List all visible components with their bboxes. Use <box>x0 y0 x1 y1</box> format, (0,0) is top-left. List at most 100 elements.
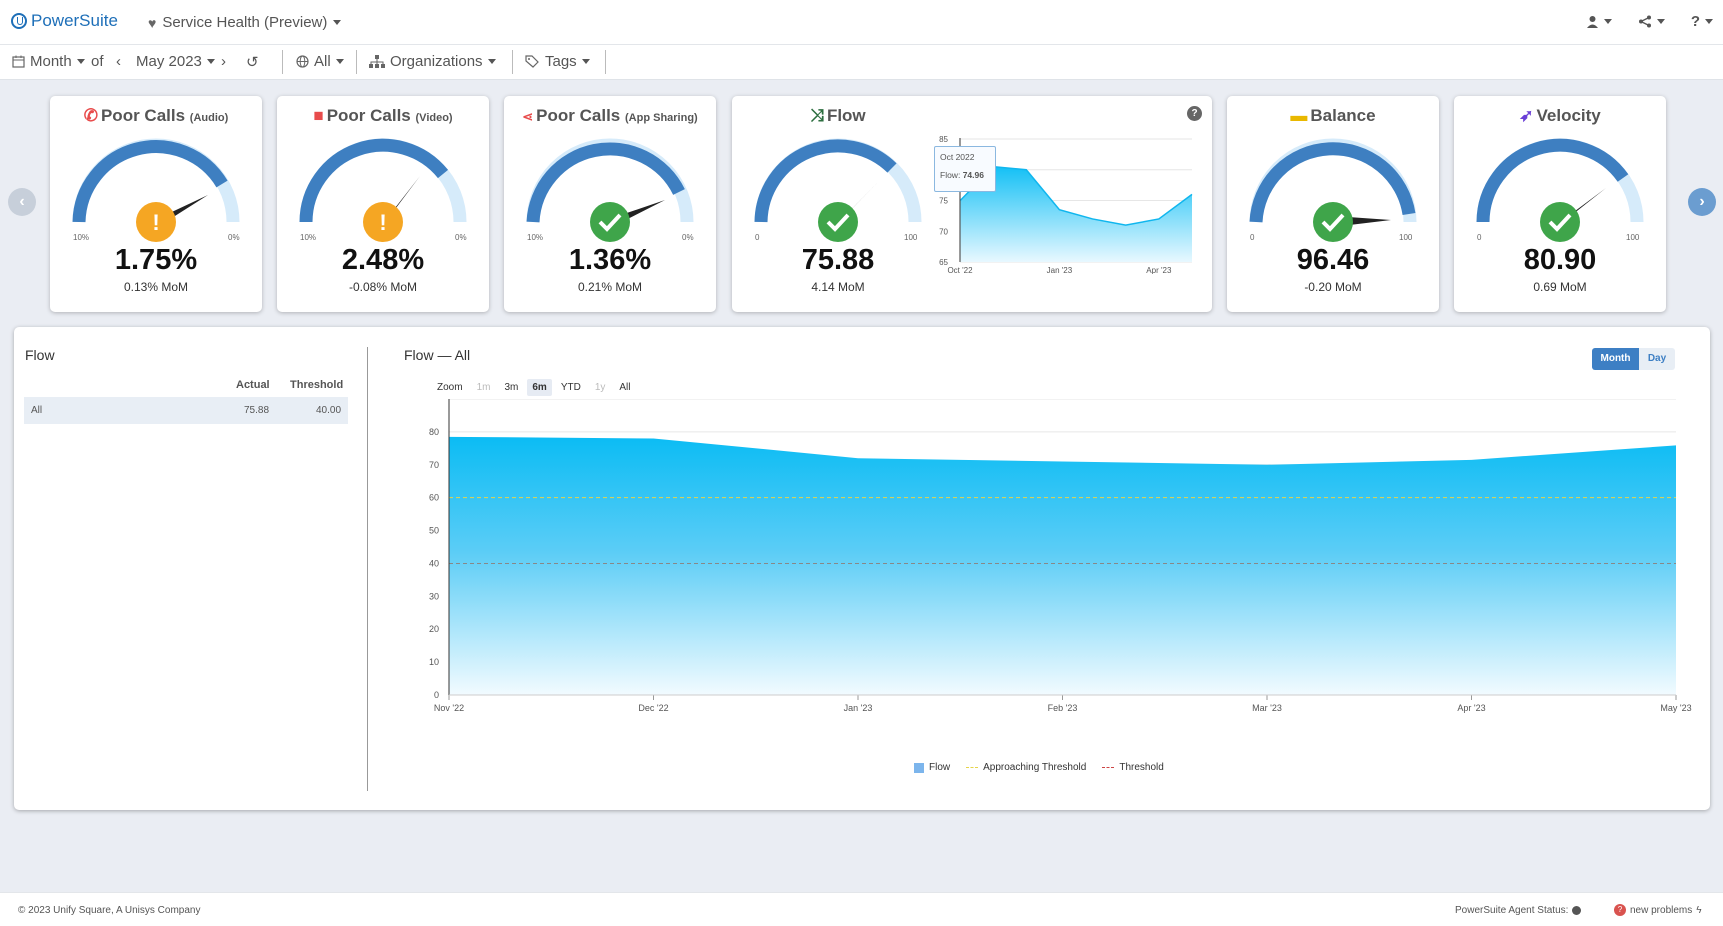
organizations-label: Organizations <box>390 53 483 70</box>
warning-icon <box>363 202 403 242</box>
tag-icon <box>525 55 539 68</box>
share-menu[interactable] <box>1638 13 1665 30</box>
globe-icon <box>296 55 309 68</box>
prev-period-button[interactable]: ‹ <box>116 53 121 70</box>
tags-select[interactable]: Tags <box>525 53 590 70</box>
gauge-min-label: 0 <box>755 233 760 242</box>
organizations-select[interactable]: Organizations <box>369 53 496 70</box>
legend-item-flow[interactable]: Flow <box>914 762 950 773</box>
legend-swatch <box>966 767 979 768</box>
balance-icon: ▬ <box>1290 106 1308 125</box>
y-tick-label: 60 <box>429 493 439 503</box>
x-tick-label: Jan '23 <box>1047 266 1073 274</box>
gauge-chart: ! <box>72 138 240 242</box>
y-tick-label: 80 <box>429 427 439 437</box>
y-tick-label: 50 <box>429 526 439 536</box>
toggle-month[interactable]: Month <box>1592 348 1639 370</box>
y-tick-label: 40 <box>429 558 439 568</box>
calendar-icon <box>12 55 25 68</box>
period-select[interactable]: Month <box>12 53 85 70</box>
next-period-button[interactable]: › <box>221 53 226 70</box>
x-tick-label: Nov '22 <box>434 703 464 713</box>
divider <box>367 347 368 791</box>
y-tick-label: 65 <box>939 258 948 267</box>
zoom-1m-button[interactable]: 1m <box>476 382 491 393</box>
carousel-next-button[interactable]: › <box>1688 188 1716 216</box>
gauge-min-label: 10% <box>73 233 90 242</box>
zoom-ytd-button[interactable]: YTD <box>560 382 581 393</box>
tags-label: Tags <box>545 53 577 70</box>
kpi-card-poor-calls-video[interactable]: ■ Poor Calls (Video) ! 10% 0% 2.48% -0.08… <box>277 96 489 312</box>
check-circle-icon <box>590 202 630 242</box>
zoom-3m-button[interactable]: 3m <box>504 382 519 393</box>
sitemap-icon <box>369 55 385 68</box>
kpi-card-flow[interactable]: ⤨Flow 0 100 75.88 4.14 MoM ? 8580757065 … <box>732 96 1212 312</box>
help-icon[interactable]: ? <box>1187 106 1202 121</box>
chevron-right-icon: › <box>221 53 226 70</box>
legend-item-threshold[interactable]: Threshold <box>1102 762 1164 773</box>
zoom-1y-button[interactable]: 1y <box>594 382 606 393</box>
flow-line <box>959 165 1193 226</box>
period-label: Month <box>30 53 72 70</box>
kpi-mom: 0.69 MoM <box>1533 280 1587 294</box>
card-title: ⤨ Flow <box>810 106 866 125</box>
share-icon: ⋖ <box>522 109 534 124</box>
new-problems-link[interactable]: ? new problems ϟ <box>1614 904 1702 916</box>
date-select[interactable]: May 2023 <box>136 53 215 70</box>
column-header-actual[interactable]: Actual <box>236 379 270 391</box>
kpi-mom: 0.13% MoM <box>123 280 189 294</box>
x-tick-label: Dec '22 <box>638 703 668 713</box>
history-icon: ↺ <box>246 54 259 71</box>
column-header-threshold[interactable]: Threshold <box>290 379 344 391</box>
gauge-chart <box>1249 138 1417 242</box>
kpi-card-poor-calls-audio[interactable]: ✆ Poor Calls (Audio) ! 10% 0% 1.75% 0.13%… <box>50 96 262 312</box>
kpi-mom: 4.14 MoM <box>811 280 865 294</box>
zoom-all-button[interactable]: All <box>619 382 631 393</box>
chevron-down-icon <box>333 20 342 25</box>
table-row[interactable]: All 75.88 40.00 <box>24 397 348 424</box>
y-tick-label: 10 <box>429 657 439 667</box>
brand[interactable]: PowerSuite <box>11 11 118 31</box>
flow-detail-panel: Flow Actual Threshold All 75.88 40.00 Fl… <box>14 327 1710 810</box>
flow-area-chart: 0 10 20 30 40 50 60 70 80 Nov '22 Dec '22 Jan '23 F… <box>429 399 1692 713</box>
agent-status[interactable]: PowerSuite Agent Status: <box>1455 905 1582 916</box>
tooltip-date: Oct 2022 <box>940 152 975 162</box>
kpi-card-velocity[interactable]: ➶ Velocity 0 100 80.90 0.69 MoM <box>1454 96 1666 312</box>
gauge-chart <box>754 138 922 242</box>
y-tick-label: 20 <box>429 624 439 634</box>
zoom-6m-button[interactable]: 6m <box>527 379 552 396</box>
y-tick-label: 75 <box>939 197 948 206</box>
help-menu[interactable]: ? <box>1691 13 1713 30</box>
gauge-max-label: 0% <box>228 233 240 242</box>
kpi-card-balance[interactable]: ▬ Balance 0 100 96.46 -0.20 MoM <box>1227 96 1439 312</box>
gauge-max-label: 100 <box>904 233 918 242</box>
user-menu[interactable] <box>1586 13 1612 30</box>
chevron-down-icon <box>76 59 85 64</box>
gauge-max-label: 0% <box>682 233 694 242</box>
gauge-max-label: 100 <box>1399 233 1413 242</box>
tooltip-label: Flow: <box>940 170 961 180</box>
rocket-icon: ➶ <box>1519 106 1534 125</box>
chevron-down-icon <box>581 59 590 64</box>
question-icon: ? <box>1690 13 1700 30</box>
kpi-card-poor-calls-app-sharing[interactable]: ⋖ Poor Calls (App Sharing) 10% 0% 1.36% 0… <box>504 96 716 312</box>
scope-select[interactable]: All <box>296 53 344 70</box>
card-title: ■ Poor Calls (Video) <box>313 106 453 125</box>
chevron-down-icon <box>487 59 496 64</box>
user-icon <box>1586 16 1598 28</box>
carousel-prev-button[interactable]: ‹ <box>8 188 36 216</box>
warning-icon <box>136 202 176 242</box>
toggle-day[interactable]: Day <box>1639 348 1675 370</box>
legend-item-approaching-threshold[interactable]: Approaching Threshold <box>966 762 1086 773</box>
tooltip-value: 74.96 <box>962 170 984 180</box>
gauge-chart: ! <box>299 138 467 242</box>
history-button[interactable]: ↺ <box>246 53 259 71</box>
app-menu[interactable]: ♥ Service Health (Preview) <box>148 14 342 31</box>
chevron-down-icon <box>1603 19 1612 24</box>
copyright: © 2023 Unify Square, A Unisys Company <box>18 905 201 916</box>
y-tick-label: 30 <box>429 591 439 601</box>
gauge-min-label: 10% <box>527 233 544 242</box>
chevron-down-icon <box>1656 19 1665 24</box>
gauge-chart <box>526 138 694 242</box>
